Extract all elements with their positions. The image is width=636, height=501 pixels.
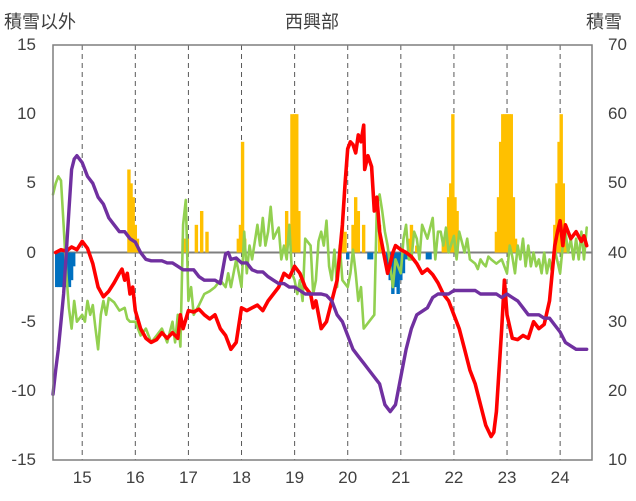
x-tick-label: 15 xyxy=(72,468,92,487)
x-tick-label: 23 xyxy=(497,468,517,487)
bar-45 xyxy=(401,252,406,274)
plot-frame xyxy=(52,44,593,461)
series-purple-line xyxy=(51,154,589,414)
bar-58 xyxy=(455,211,459,253)
bar-11 xyxy=(131,197,135,253)
x-tick-label: 18 xyxy=(232,468,251,487)
bar-2 xyxy=(59,252,63,288)
chart-title: 西興部 xyxy=(285,12,339,32)
bar-60 xyxy=(496,197,501,253)
bar-57 xyxy=(453,197,457,253)
bar-27 xyxy=(295,114,299,253)
bar-51 xyxy=(428,252,432,260)
bar-32 xyxy=(351,224,355,253)
bar-71 xyxy=(557,141,561,253)
bar-21 xyxy=(238,224,243,253)
right-tick-label: 60 xyxy=(608,104,627,124)
bar-0 xyxy=(55,252,59,288)
right-tick-label: 10 xyxy=(608,450,627,469)
bar-17 xyxy=(194,224,199,253)
bar-24 xyxy=(284,211,289,253)
x-tick-label: 20 xyxy=(338,468,358,487)
bar-18 xyxy=(199,211,204,253)
bar-43 xyxy=(396,252,400,294)
bar-30 xyxy=(343,231,347,253)
bar-8 xyxy=(72,252,76,267)
left-tick-label: -15 xyxy=(11,450,36,469)
bar-25 xyxy=(290,114,294,253)
x-tick-label: 19 xyxy=(285,468,305,487)
bar-28 xyxy=(297,211,301,253)
bar-46 xyxy=(404,252,408,260)
bar-49 xyxy=(415,245,419,253)
bar-65 xyxy=(507,114,511,253)
bar-20 xyxy=(236,238,241,253)
bar-55 xyxy=(449,183,453,253)
right-tick-label: 50 xyxy=(608,173,627,193)
x-tick-label: 24 xyxy=(550,468,570,487)
bar-31 xyxy=(346,252,350,260)
bar-9 xyxy=(127,169,131,253)
left-tick-label: -5 xyxy=(20,311,36,331)
x-tick-label: 22 xyxy=(444,468,464,487)
bar-73 xyxy=(561,183,566,253)
bar-33 xyxy=(353,197,358,253)
bar-66 xyxy=(509,114,513,253)
bar-59 xyxy=(494,231,499,253)
bar-56 xyxy=(451,114,455,253)
bar-61 xyxy=(498,141,503,253)
line-series xyxy=(51,123,589,439)
right-tick-label: 20 xyxy=(608,380,627,400)
bar-53 xyxy=(444,231,448,253)
left-tick-label: 5 xyxy=(26,173,36,193)
x-tick-label: 21 xyxy=(391,468,411,487)
left-axis-label: 積雪以外 xyxy=(4,12,76,32)
bar-68 xyxy=(513,238,518,253)
x-tick-label: 16 xyxy=(125,468,145,487)
bar-36 xyxy=(367,252,371,260)
right-tick-label: 70 xyxy=(608,35,627,54)
bar-67 xyxy=(511,197,516,253)
bar-26 xyxy=(292,114,297,253)
bar-6 xyxy=(67,252,72,288)
bar-64 xyxy=(505,114,509,253)
bar-41 xyxy=(391,252,395,294)
right-axis-label: 積雪 xyxy=(586,12,622,32)
series-red-line xyxy=(53,123,589,439)
left-tick-label: 10 xyxy=(17,104,36,124)
bar-74 xyxy=(563,238,568,253)
plot-border xyxy=(52,44,593,461)
bar-22 xyxy=(240,141,245,253)
right-tick-label: 30 xyxy=(608,311,627,331)
bar-34 xyxy=(356,211,361,253)
bar-54 xyxy=(446,197,451,253)
bar-62 xyxy=(501,114,505,253)
left-tick-label: -10 xyxy=(11,380,36,400)
bar-1 xyxy=(57,252,61,288)
left-tick-label: 15 xyxy=(17,35,36,54)
bar-50 xyxy=(425,252,430,260)
bar-35 xyxy=(361,224,366,253)
bar-72 xyxy=(559,114,563,253)
bar-39 xyxy=(385,252,390,267)
bar-3 xyxy=(61,252,65,288)
bar-7 xyxy=(69,252,74,281)
bar-48 xyxy=(409,224,414,253)
bar-70 xyxy=(555,183,559,253)
bar-19 xyxy=(205,231,209,253)
bar-10 xyxy=(129,183,133,253)
bar-15 xyxy=(183,238,187,253)
bar-37 xyxy=(369,252,374,260)
bar-12 xyxy=(133,224,138,253)
right-tick-label: 40 xyxy=(608,242,627,262)
x-tick-label: 17 xyxy=(178,468,198,487)
left-tick-label: 0 xyxy=(26,242,36,262)
bar-63 xyxy=(503,114,507,253)
